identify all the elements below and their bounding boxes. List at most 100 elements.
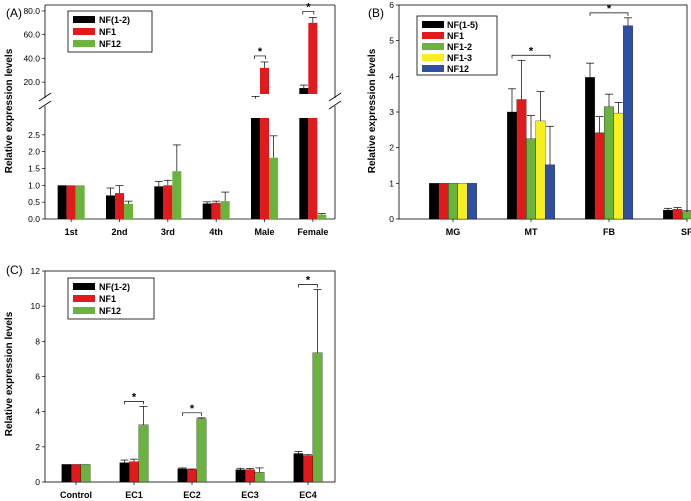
- legend-label: NF(1-5): [447, 20, 478, 30]
- bar-nf1-3-fb: [613, 112, 624, 220]
- bar-nf1-2nd: [115, 193, 124, 219]
- y-tick-label: 5: [389, 36, 394, 46]
- bar-nf12-2nd: [124, 203, 133, 219]
- bar-nf1-2-mt: [526, 138, 536, 220]
- bar-nf12-female: [317, 214, 327, 219]
- x-tick-label-female: Female: [297, 227, 328, 237]
- bar-nf-1-2-control: [61, 464, 72, 483]
- bar-nf1-ec3: [245, 469, 255, 483]
- legend-swatch: [422, 54, 444, 61]
- legend-swatch: [422, 32, 444, 39]
- legend-item-nf1-2: NF1-2: [422, 42, 472, 52]
- x-tick-label-2nd: 2nd: [111, 227, 127, 237]
- bar-nf12-male: [269, 157, 278, 219]
- bar-nf1-female-lower: [308, 118, 318, 219]
- bar-nf-1-2-4th: [202, 203, 212, 219]
- axis-break-mark: [328, 92, 342, 102]
- bar-nf12-control: [80, 464, 91, 483]
- bar-nf12-4th: [220, 201, 230, 219]
- x-tick-label-control: Control: [60, 490, 92, 500]
- y-tick-label: 2: [389, 143, 394, 153]
- x-tick-label-1st: 1st: [65, 227, 78, 237]
- y-tick-label: 80.0: [23, 6, 40, 16]
- y-tick-label: 2.5: [28, 130, 40, 140]
- legend-item-nf1: NF1: [73, 27, 116, 37]
- legend-label: NF12: [99, 39, 121, 49]
- bar-nf12-ec3: [254, 472, 265, 483]
- legend-item-nf1: NF1: [73, 294, 116, 304]
- panel-c-legend: NF(1-2) NF1 NF12: [67, 277, 155, 320]
- bar-nf-1-2-1st: [57, 185, 67, 219]
- x-tick-label-male: Male: [254, 227, 274, 237]
- y-tick-label: 60.0: [23, 30, 40, 40]
- bar-nf-1-2-2nd: [106, 195, 115, 219]
- legend-label: NF(1-2): [99, 15, 130, 25]
- legend-swatch: [73, 28, 95, 35]
- bar-nf-1-2-ec3: [235, 469, 246, 483]
- bar-nf12-ec2: [196, 418, 207, 483]
- bar-nf1-fb: [594, 132, 605, 220]
- bar-nf12-1st: [75, 185, 85, 219]
- y-tick-label: 3: [389, 107, 394, 117]
- legend-swatch: [422, 21, 444, 28]
- significance-bracket: [298, 284, 318, 288]
- significance-star: *: [132, 391, 137, 403]
- y-tick-label: 0: [389, 214, 394, 224]
- bar-nf12-3rd: [172, 171, 182, 219]
- bar-nf1-2-sp: [682, 211, 691, 220]
- legend-item-nf12: NF12: [73, 39, 121, 49]
- y-tick-label: 1: [389, 178, 394, 188]
- legend-swatch: [422, 65, 444, 72]
- bar-nf-1-5-mt: [507, 111, 517, 220]
- axis-break-mark: [38, 92, 52, 102]
- panel-b-ylabel: Relative expression levels: [367, 48, 378, 173]
- bar-nf1-2-fb: [604, 106, 614, 220]
- y-tick-label: 12: [31, 266, 41, 276]
- legend-label: NF12: [99, 306, 121, 316]
- y-tick-label: 2.0: [28, 147, 40, 157]
- significance-bracket: [182, 412, 202, 416]
- y-tick-label: 4: [389, 71, 394, 81]
- legend-label: NF1-2: [447, 42, 472, 52]
- y-tick-label: 0.0: [28, 214, 40, 224]
- bar-nf-1-2-male-lower: [251, 118, 260, 219]
- bar-nf1-1st: [66, 185, 76, 219]
- legend-item-nf12: NF12: [422, 64, 469, 74]
- panel-a-ylabel: Relative expression levels: [4, 48, 15, 173]
- legend-swatch: [73, 295, 95, 302]
- y-tick-label: 1.5: [28, 164, 40, 174]
- significance-star: *: [306, 274, 311, 286]
- significance-star: *: [258, 46, 263, 58]
- legend-item-nf-1-2: NF(1-2): [73, 282, 130, 292]
- significance-bracket: [254, 55, 266, 59]
- bar-nf12-ec1: [138, 424, 149, 483]
- bar-nf1-4th: [211, 202, 221, 219]
- panel-c: (C) Relative expression levels 0 2 4 6 8 10 12…: [4, 263, 336, 500]
- significance-star: *: [607, 3, 612, 15]
- significance-bracket: [302, 11, 315, 15]
- panel-c-ylabel: Relative expression levels: [4, 311, 15, 436]
- panel-b: (B) Relative expression levels 0 1 2 3 4 5 6 MG…: [367, 0, 691, 237]
- bar-nf12-mt: [545, 164, 555, 220]
- bar-nf-1-5-fb: [585, 77, 595, 220]
- bar-nf1-male-lower: [260, 118, 269, 219]
- bar-nf-1-5-mg: [429, 183, 439, 220]
- y-tick-label: 0.5: [28, 197, 40, 207]
- y-tick-label: 20.0: [23, 77, 40, 87]
- panel-b-label: (B): [368, 6, 384, 20]
- bar-nf1-female-upper: [308, 22, 318, 94]
- bar-nf-1-5-sp: [663, 209, 673, 220]
- legend-swatch: [73, 283, 95, 290]
- y-tick-label: 6: [35, 372, 40, 382]
- legend-swatch: [73, 16, 95, 23]
- legend-swatch: [73, 307, 95, 314]
- legend-item-nf1: NF1: [422, 31, 464, 41]
- bar-nf-1-2-3rd: [154, 186, 164, 219]
- legend-label: NF1: [99, 294, 116, 304]
- y-tick-label: 2: [35, 442, 40, 452]
- panel-a: (A) Relative expression levels 0.0 0.5 1.0…: [4, 1, 342, 237]
- x-tick-label-sp: SP: [681, 227, 691, 237]
- significance-bracket: [124, 401, 144, 405]
- panel-a-label: (A): [6, 6, 22, 20]
